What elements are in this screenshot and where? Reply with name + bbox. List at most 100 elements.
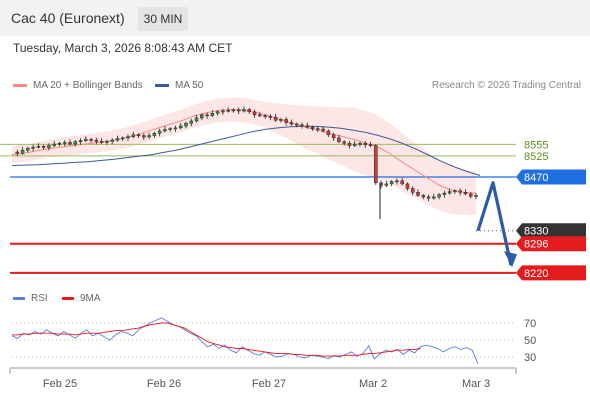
level-label-8525: 8525 <box>524 151 548 163</box>
candle-body <box>194 117 199 122</box>
legend-ma20-label: MA 20 + Bollinger Bands <box>33 80 143 91</box>
header-bar: Cac 40 (Euronext) 30 MIN <box>0 0 590 36</box>
candle-body <box>242 109 246 112</box>
level-tag-8470 <box>516 169 586 185</box>
candle-body <box>279 119 283 121</box>
candle-body <box>405 183 410 189</box>
level-label-8296: 8296 <box>524 239 548 251</box>
candle-body <box>273 116 278 121</box>
candle-body <box>294 123 299 126</box>
rsi-tick-label: 70 <box>524 318 536 330</box>
candle-body <box>68 142 72 145</box>
candle-body <box>26 147 30 151</box>
candle-body <box>110 139 114 142</box>
x-tick-label: Feb 27 <box>252 378 286 390</box>
chart-datetime: Tuesday, March 3, 2026 8:08:43 AM CET <box>13 41 233 55</box>
legend-rsi-swatch <box>13 296 25 300</box>
candle-body <box>115 138 120 141</box>
candle-body <box>78 140 83 142</box>
rsi-tick-label: 50 <box>524 335 536 347</box>
candle-body <box>252 111 257 116</box>
candle-body <box>163 129 167 132</box>
legend-ma9: 9MA <box>62 293 101 304</box>
candle-body <box>215 111 220 114</box>
candle-body <box>352 143 357 146</box>
legend-rsi: RSI <box>13 293 48 304</box>
level-label-8220: 8220 <box>524 268 548 280</box>
candle-body <box>231 109 236 112</box>
candle-body <box>147 135 151 138</box>
timeframe-button[interactable]: 30 MIN <box>138 7 188 31</box>
candle-body <box>453 190 457 193</box>
x-tick-label: Mar 2 <box>359 378 387 390</box>
candle-body <box>184 123 188 127</box>
candle-body <box>210 113 215 116</box>
candle-body <box>221 110 225 113</box>
candle-body <box>105 141 109 143</box>
copyright-text: Research © 2026 Trading Central <box>431 80 581 91</box>
candle-body <box>126 136 130 139</box>
rsi-ma9-line <box>12 322 421 357</box>
candle-body <box>474 195 478 197</box>
candle-body <box>310 126 315 129</box>
candle-body <box>36 146 41 148</box>
candle-body <box>31 146 35 149</box>
candle-body <box>263 115 267 117</box>
candle-body <box>268 116 273 118</box>
candle-body <box>247 109 252 113</box>
legend-ma20: MA 20 + Bollinger Bands <box>13 80 143 91</box>
candle-body <box>468 193 473 197</box>
candle-body <box>368 144 373 147</box>
legend-ma50-swatch <box>155 83 169 87</box>
candle-body <box>84 139 88 141</box>
legend-rsi-label: RSI <box>31 293 48 304</box>
candle-body <box>389 181 394 185</box>
level-tag-8220 <box>516 265 586 281</box>
candle-body <box>226 110 230 112</box>
candle-body <box>236 109 241 112</box>
candle-body <box>421 195 426 198</box>
candle-body <box>142 135 146 138</box>
candle-body <box>136 134 141 137</box>
candle-body <box>152 133 157 136</box>
candle-body <box>458 190 462 193</box>
projection-arrow <box>476 181 513 266</box>
candle-body <box>337 137 341 142</box>
candle-body <box>99 141 104 143</box>
candle-body <box>347 142 352 146</box>
candle-body <box>47 145 51 148</box>
candle-body <box>289 122 294 125</box>
candle-body <box>94 139 99 142</box>
candle-body <box>41 146 46 148</box>
candle-body <box>316 128 320 130</box>
candle-body <box>432 196 436 199</box>
candle-body <box>426 196 431 199</box>
rsi-tick-label: 30 <box>524 352 536 364</box>
ma50-line <box>11 125 481 176</box>
candle-body <box>189 120 194 124</box>
candle-body <box>395 180 399 183</box>
candle-body <box>173 127 178 130</box>
candle-body <box>20 149 25 154</box>
legend-ma20-swatch <box>13 83 27 87</box>
level-tag-8330 <box>516 223 586 239</box>
candle-body <box>374 145 378 184</box>
candle-body <box>358 142 362 145</box>
candle-body <box>363 142 368 146</box>
legend-ma9-label: 9MA <box>80 293 101 304</box>
bollinger-band-area <box>12 97 476 215</box>
candle-body <box>284 119 288 123</box>
candle-body <box>73 141 78 145</box>
candle-body <box>447 191 452 194</box>
level-label-8555: 8555 <box>524 139 548 151</box>
candle-body <box>168 128 172 130</box>
candle-body <box>178 125 183 129</box>
candle-body <box>342 141 346 144</box>
projection-arrow-head <box>504 251 517 268</box>
candle-body <box>331 134 336 139</box>
candle-body <box>321 128 325 132</box>
candle-body <box>400 180 404 185</box>
chart-title: Cac 40 (Euronext) <box>11 10 125 26</box>
candle-body <box>416 192 420 196</box>
